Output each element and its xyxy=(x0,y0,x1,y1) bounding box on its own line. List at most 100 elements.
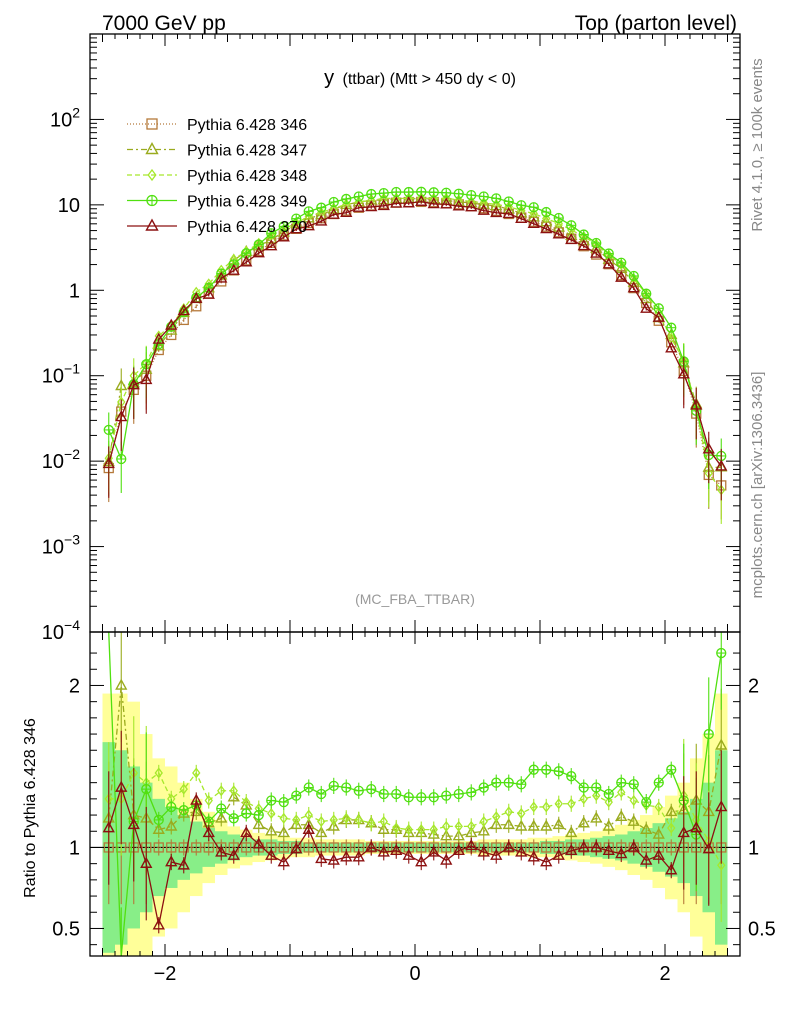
x-tick-label-0: −2 xyxy=(154,963,177,985)
series-4-point-43 xyxy=(640,301,653,313)
x-tick-label-2: 2 xyxy=(659,963,670,985)
series-2-ratio-point-8 xyxy=(204,794,213,807)
series-4-point-37 xyxy=(565,233,578,245)
series-3-point-0 xyxy=(103,424,114,436)
legend-marker-4 xyxy=(145,218,159,231)
series-4-ratio-point-2 xyxy=(127,817,140,830)
series-3-ratio-point-18 xyxy=(328,780,339,792)
series-1-ratio-point-15 xyxy=(290,817,303,830)
plot-title: y (ttbar) (Mtt > 450 dy < 0) xyxy=(324,67,516,89)
series-4-point-26 xyxy=(427,197,440,209)
series-4-ratio-point-26 xyxy=(427,845,440,857)
series-2-ratio-point-37 xyxy=(567,798,576,810)
series-3-point-22 xyxy=(378,187,389,199)
series-4-point-45 xyxy=(665,341,678,353)
series-0-ratio-point-7 xyxy=(191,842,202,853)
series-2-ratio-point-34 xyxy=(529,801,538,813)
series-4-point-19 xyxy=(340,205,353,218)
series-0-ratio-point-16 xyxy=(303,842,314,853)
series-3-ratio-point-36 xyxy=(553,766,564,777)
series-1-ratio-point-22 xyxy=(377,822,390,834)
series-2-ratio-point-26 xyxy=(429,824,438,836)
series-1-ratio-point-10 xyxy=(227,790,240,802)
series-1-point-13 xyxy=(265,232,278,244)
legend-entry-4: Pythia 6.428 370 xyxy=(127,218,307,236)
series-3-ratio-point-29 xyxy=(466,787,477,798)
series-1-ratio-point-43 xyxy=(640,822,653,834)
series-3-point-24 xyxy=(403,186,414,198)
series-1-point-35 xyxy=(540,215,553,227)
series-3-main-line xyxy=(108,191,722,462)
series-1-ratio-point-37 xyxy=(565,826,578,838)
series-4-ratio-point-5 xyxy=(165,855,178,867)
header-left: 7000 GeV pp xyxy=(102,12,226,35)
series-4-point-44 xyxy=(652,310,665,322)
series-1-ratio-point-49 xyxy=(715,738,728,750)
series-3-point-29 xyxy=(466,189,477,201)
series-1-ratio-point-17 xyxy=(315,826,328,838)
legend-label-2: Pythia 6.428 348 xyxy=(187,168,307,185)
series-3-point-45 xyxy=(666,322,677,333)
ratio-tick-label-left-2: 2 xyxy=(69,675,80,697)
plot-title-rest: (ttbar) (Mtt > 450 dy < 0) xyxy=(343,71,516,88)
series-4-ratio-point-23 xyxy=(390,843,403,855)
series-4-ratio-point-42 xyxy=(627,840,640,852)
series-1-ratio-point-4 xyxy=(152,822,165,834)
y-tick-exp-6: −4 xyxy=(64,617,80,633)
series-0-ratio-point-43 xyxy=(641,842,652,853)
series-3-ratio-point-30 xyxy=(478,782,489,793)
series-2-ratio-point-38 xyxy=(579,793,588,805)
series-3-ratio-point-20 xyxy=(353,785,364,796)
series-1-ratio-point-30 xyxy=(477,824,490,836)
series-3-ratio-line xyxy=(108,631,722,957)
series-4-point-24 xyxy=(402,196,415,208)
series-4-ratio-point-30 xyxy=(477,845,490,857)
ratio-tick-label-left-0: 0.5 xyxy=(52,918,80,940)
series-4-ratio-point-43 xyxy=(640,853,653,865)
series-2-ratio-point-33 xyxy=(517,807,526,820)
series-1-ratio-point-12 xyxy=(252,817,265,830)
series-2-ratio-point-9 xyxy=(217,785,226,797)
series-2-ratio-point-7 xyxy=(192,767,201,779)
series-4-ratio-point-28 xyxy=(452,843,465,855)
series-2-ratio-point-35 xyxy=(542,801,551,813)
series-4-ratio-point-9 xyxy=(215,845,228,857)
y-tick-label-1: 10 xyxy=(58,195,80,217)
series-4-point-34 xyxy=(527,216,540,229)
series-1-ratio-point-9 xyxy=(215,811,228,823)
series-1-ratio-point-29 xyxy=(465,826,478,838)
series-4-ratio-point-11 xyxy=(240,826,253,838)
series-2-ratio-point-29 xyxy=(467,820,476,832)
series-4-ratio-point-35 xyxy=(540,855,553,867)
series-3-point-1 xyxy=(116,453,127,465)
series-2-ratio-point-6 xyxy=(179,783,188,795)
series-3-point-17 xyxy=(316,202,327,213)
series-3-point-40 xyxy=(603,248,614,259)
y-tick-base-1: 10 xyxy=(58,195,80,217)
series-2-ratio-point-27 xyxy=(442,820,451,832)
series-2-ratio-point-13 xyxy=(267,807,276,820)
series-3-ratio-point-45 xyxy=(666,764,677,775)
legend-entry-1: Pythia 6.428 347 xyxy=(127,142,307,160)
series-4-point-39 xyxy=(590,246,603,258)
series-0-main-line xyxy=(108,201,722,486)
series-3-point-41 xyxy=(616,257,627,268)
series-3-ratio-point-41 xyxy=(616,777,627,788)
series-0-ratio-point-25 xyxy=(416,842,427,853)
legend-marker-1 xyxy=(145,142,159,155)
legend-label-0: Pythia 6.428 346 xyxy=(187,117,307,134)
series-3-point-34 xyxy=(528,202,539,213)
series-3-ratio-point-16 xyxy=(303,782,314,793)
series-3-ratio-point-44 xyxy=(653,777,664,788)
series-3-point-33 xyxy=(516,200,527,211)
series-4-point-30 xyxy=(477,203,490,215)
series-4-ratio-point-22 xyxy=(377,845,390,857)
series-4-point-14 xyxy=(277,230,290,242)
series-4-ratio-point-8 xyxy=(202,826,215,838)
series-3-point-23 xyxy=(391,186,402,198)
series-4-ratio-point-10 xyxy=(227,848,240,860)
series-2-ratio-point-25 xyxy=(417,824,426,836)
series-3-point-30 xyxy=(478,191,489,202)
series-2-ratio-point-31 xyxy=(492,811,501,823)
series-3-point-32 xyxy=(503,196,514,207)
